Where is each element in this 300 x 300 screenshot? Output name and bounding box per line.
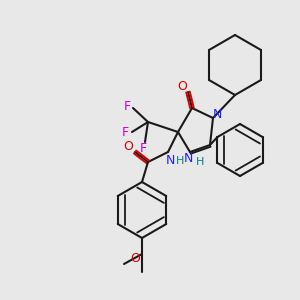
Text: N: N [183,152,193,166]
Text: H: H [176,156,184,166]
Text: F: F [140,142,147,155]
Text: F: F [122,125,129,139]
Text: O: O [130,253,140,266]
Text: H: H [196,157,204,167]
Text: N: N [212,107,222,121]
Text: O: O [177,80,187,94]
Text: F: F [123,100,130,112]
Text: N: N [165,154,175,166]
Text: O: O [123,140,133,154]
